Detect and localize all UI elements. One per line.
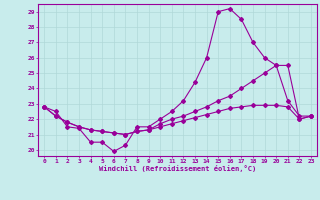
X-axis label: Windchill (Refroidissement éolien,°C): Windchill (Refroidissement éolien,°C) bbox=[99, 165, 256, 172]
